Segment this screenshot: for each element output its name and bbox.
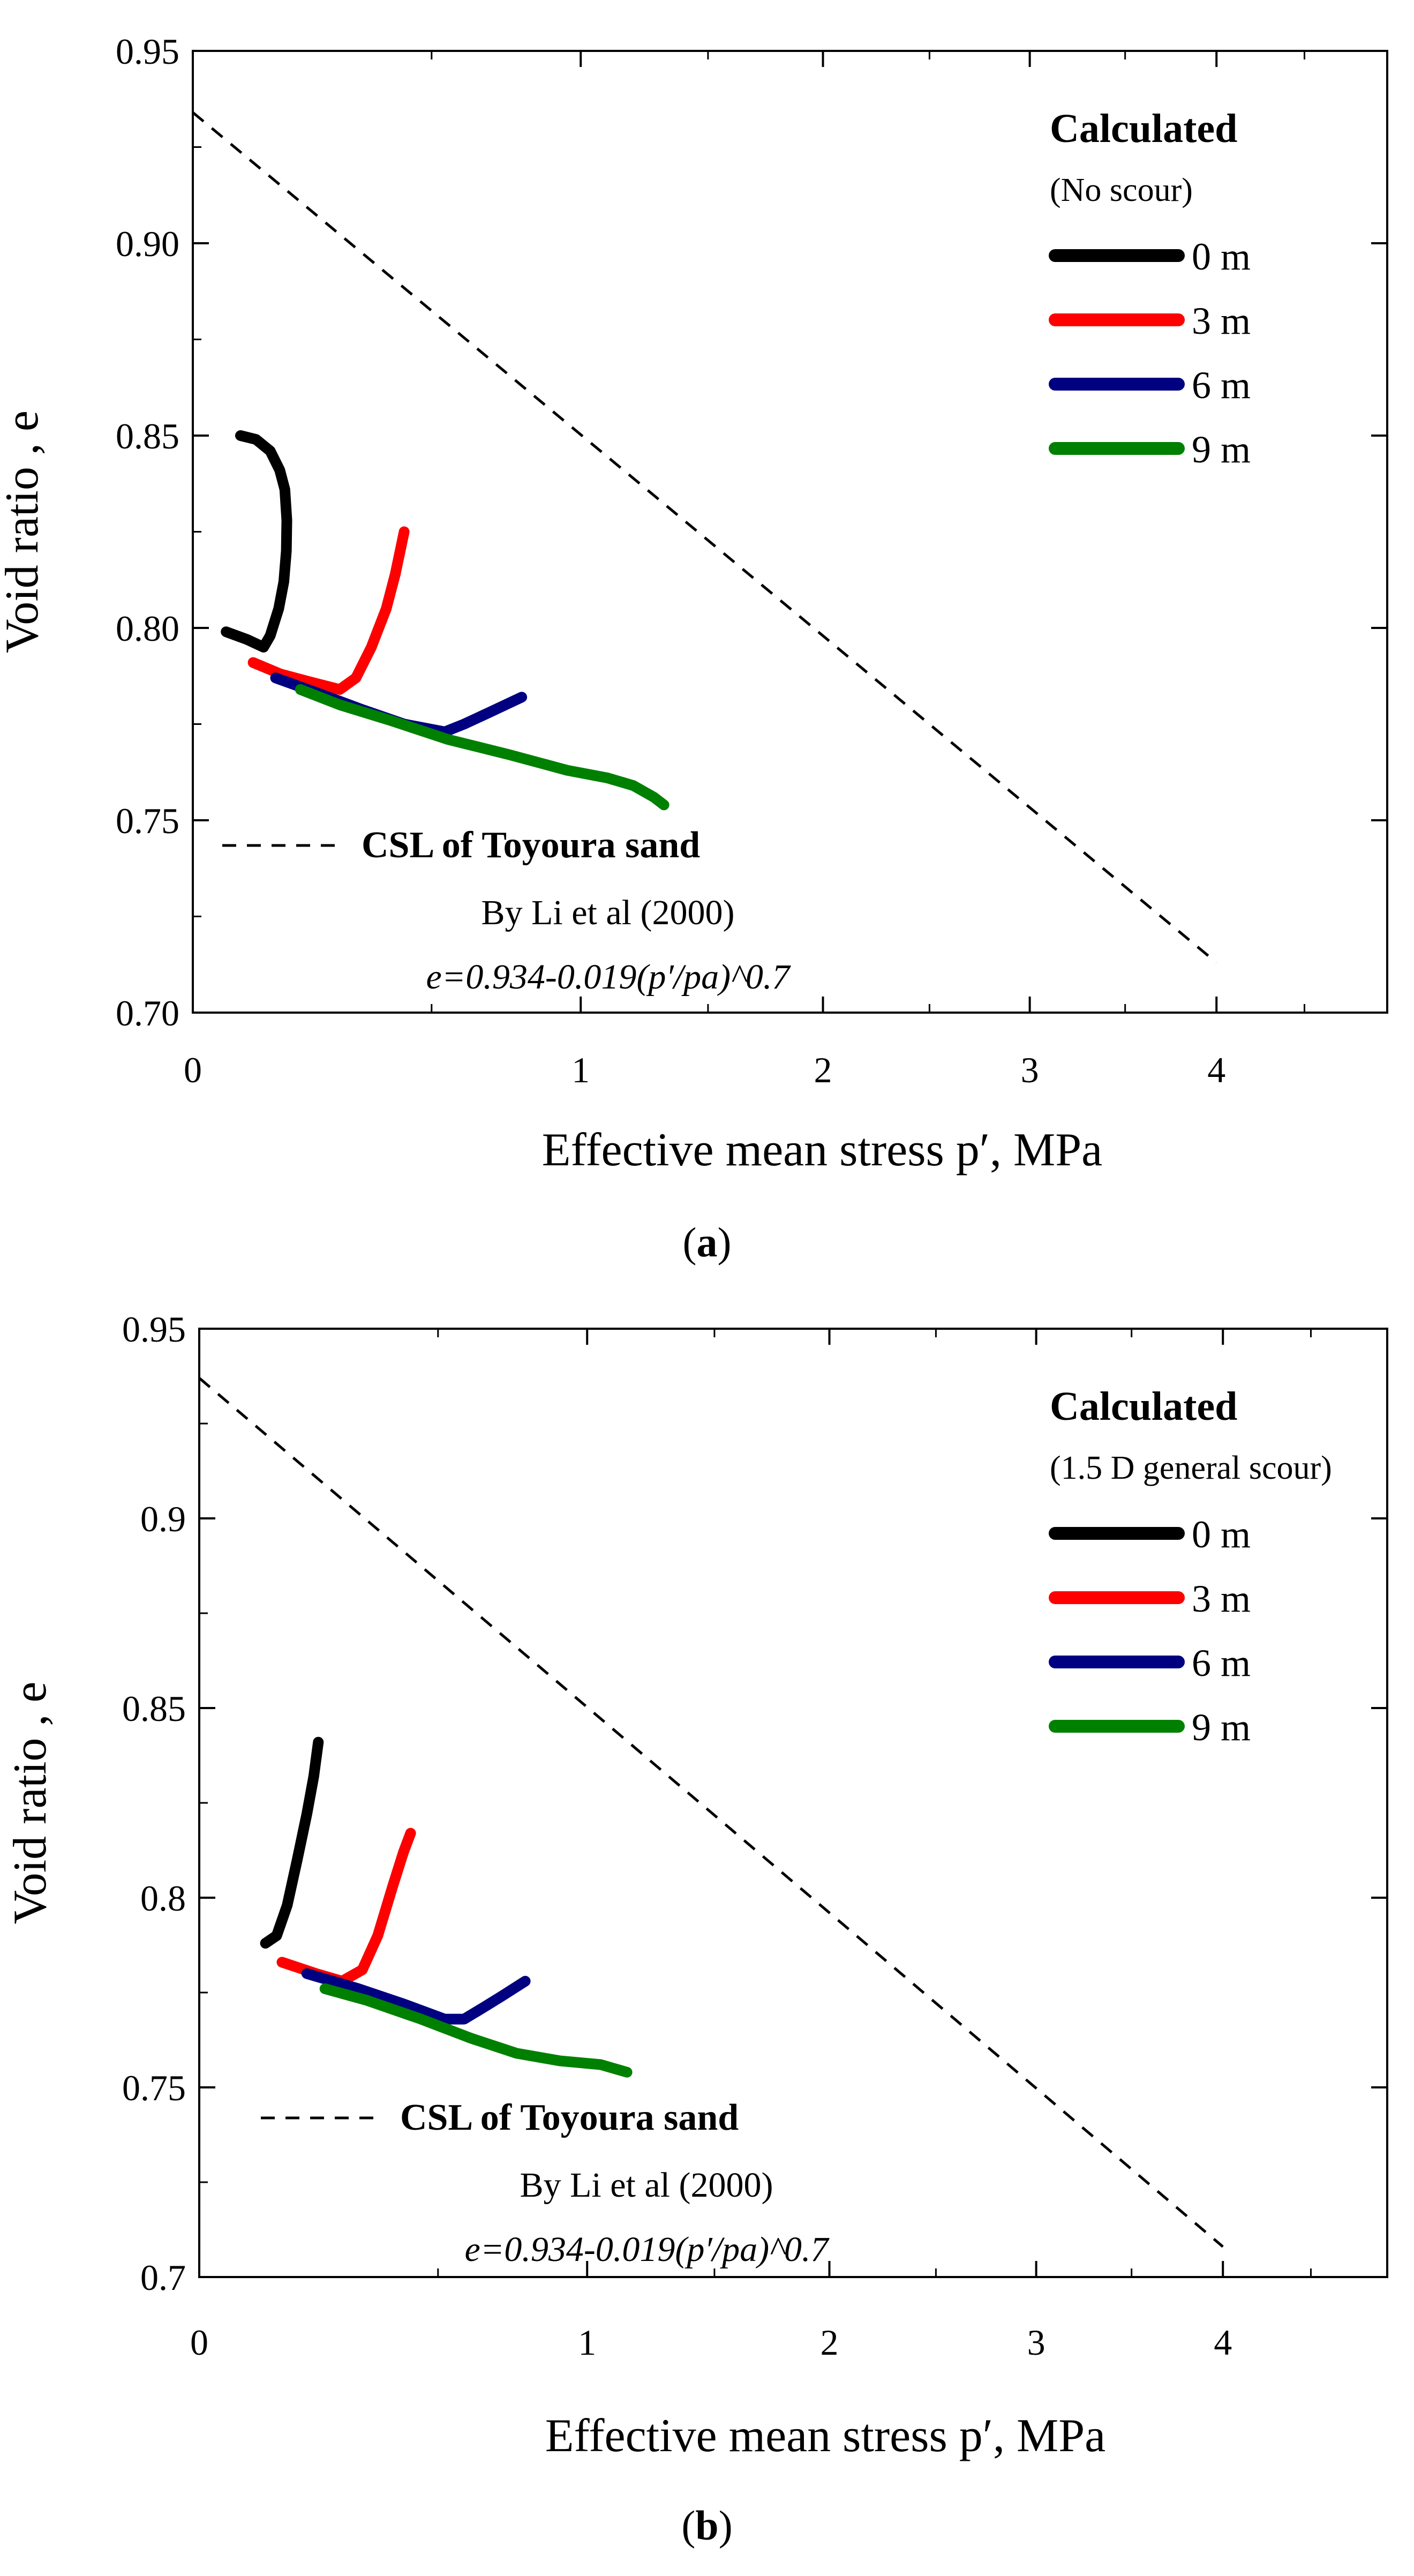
legend-subtitle: (1.5 D general scour) [1050,1450,1332,1486]
legend-label: 0 m [1192,1513,1251,1556]
y-tick-label: 0.95 [122,1309,186,1350]
legend-label: 9 m [1192,428,1251,471]
y-tick-label: 0.80 [116,608,179,649]
x-tick-label: 4 [1207,1050,1225,1090]
csl-line [192,111,1217,964]
x-tick-label: 3 [1021,1050,1039,1090]
csl-line [198,1377,1224,2248]
legend-subtitle: (No scour) [1050,172,1193,208]
series-line-9m [319,1983,633,2078]
series-line-3m [247,526,410,695]
y-tick-label: 0.9 [140,1499,186,1539]
legend-title: Calculated [1050,1384,1237,1429]
x-tick-label: 1 [571,1050,590,1090]
chart-panel-a: 0.70 0.75 0.80 0.85 0.90 0.95 0 1 2 3 4 Effective m… [0,31,1388,1265]
y-tick-label: 0.75 [116,800,179,841]
legend-title: Calculated [1050,106,1237,151]
x-tick-label: 1 [578,2322,596,2363]
x-tick-label: 2 [820,2322,838,2363]
y-tick-label: 0.95 [116,31,179,72]
x-tick-label: 0 [184,1050,202,1090]
csl-label: CSL of Toyoura sand [400,2097,739,2138]
y-tick-label: 0.85 [116,416,179,456]
x-tick-label: 2 [814,1050,832,1090]
csl-label: CSL of Toyoura sand [362,825,700,866]
y-tick-label: 0.90 [116,223,179,264]
x-axis-label: Effective mean stress p′, MPa [542,1124,1102,1176]
series-line-0m [260,1736,324,1949]
legend-label: 6 m [1192,364,1251,407]
x-axis-label: Effective mean stress p′, MPa [545,2410,1105,2462]
legend-label: 6 m [1192,1642,1251,1684]
series-line-9m [295,684,670,811]
y-tick-label: 0.85 [122,1688,186,1729]
csl-source: By Li et al (2000) [520,2166,773,2205]
legend-label: 3 m [1192,299,1251,342]
series-line-6m [301,1968,531,2025]
y-tick-label: 0.70 [116,993,179,1034]
y-axis-label: Void ratio , e [0,410,48,653]
x-tick-label: 3 [1027,2322,1046,2363]
chart-panel-b: 0.7 0.75 0.8 0.85 0.9 0.95 0 1 2 3 4 Effective mean… [4,1309,1388,2549]
y-tick-label: 0.8 [140,1878,186,1919]
x-tick-label: 4 [1214,2322,1232,2363]
csl-equation: e=0.934-0.019(p′/pa)^0.7 [426,957,792,997]
series-line-0m [221,430,292,653]
legend-label: 3 m [1192,1577,1251,1620]
legend-label: 0 m [1192,235,1251,278]
x-tick-label: 0 [190,2322,208,2363]
y-tick-label: 0.7 [140,2257,186,2298]
y-axis-label: Void ratio , e [4,1682,56,1924]
legend-label: 9 m [1192,1706,1251,1749]
csl-equation: e=0.934-0.019(p′/pa)^0.7 [465,2230,830,2269]
panel-label: (a) [683,1219,732,1265]
plot-frame [192,50,1388,1014]
y-tick-label: 0.75 [122,2068,186,2108]
panel-label: (b) [681,2502,732,2549]
csl-source: By Li et al (2000) [482,893,735,932]
